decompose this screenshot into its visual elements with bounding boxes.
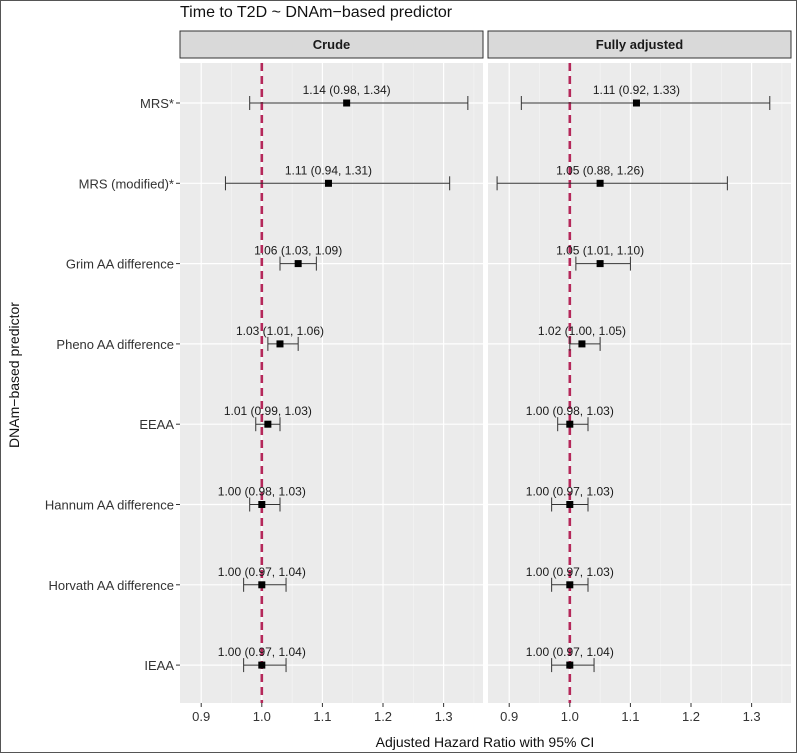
x-tick-label: 1.2 xyxy=(374,709,392,724)
y-tick-label: Grim AA difference xyxy=(66,257,174,272)
y-tick-label: Pheno AA difference xyxy=(56,337,174,352)
x-tick-label: 0.9 xyxy=(192,709,210,724)
data-label: 1.00 (0.97, 1.04) xyxy=(218,565,306,579)
hr-point xyxy=(566,501,574,508)
panel-background xyxy=(488,63,791,703)
hr-point xyxy=(578,340,586,348)
x-tick-label: 1.3 xyxy=(743,709,761,724)
hr-point xyxy=(566,661,574,669)
data-label: 1.06 (1.03, 1.09) xyxy=(254,244,342,258)
data-label: 1.05 (1.01, 1.10) xyxy=(556,244,644,258)
x-tick-label: 1.0 xyxy=(561,709,579,724)
data-label: 1.00 (0.98, 1.03) xyxy=(526,404,614,418)
hr-point xyxy=(566,581,574,589)
hr-point xyxy=(258,581,266,589)
y-tick-label: EEAA xyxy=(139,417,174,432)
hr-point xyxy=(276,340,284,348)
y-tick-label: IEAA xyxy=(144,658,174,673)
data-label: 1.02 (1.00, 1.05) xyxy=(538,324,626,338)
hr-point xyxy=(324,179,332,187)
panel-background xyxy=(180,63,483,703)
x-tick-label: 1.0 xyxy=(253,709,271,724)
hr-point xyxy=(596,260,604,268)
y-tick-label: MRS (modified)* xyxy=(79,176,174,191)
facet-strip xyxy=(179,30,484,59)
hr-point xyxy=(258,661,266,669)
data-label: 1.14 (0.98, 1.34) xyxy=(303,83,391,97)
facet-strip-label: Fully adjusted xyxy=(596,37,683,52)
data-label: 1.00 (0.97, 1.04) xyxy=(218,645,306,659)
data-label: 1.01 (0.99, 1.03) xyxy=(224,404,312,418)
data-label: 1.00 (0.97, 1.03) xyxy=(526,485,614,499)
hr-point xyxy=(294,260,302,268)
x-tick-label: 0.9 xyxy=(500,709,518,724)
x-axis-label: Adjusted Hazard Ratio with 95% CI xyxy=(375,734,595,750)
data-label: 1.00 (0.97, 1.04) xyxy=(526,645,614,659)
hr-point xyxy=(632,99,640,107)
y-tick-label: Horvath AA difference xyxy=(48,578,174,593)
facet-strip-label: Crude xyxy=(313,37,351,52)
panel-crude: Crude 0.9 1.0 1.1 1.2 1.3 1.14 (0.98, 1.34) 1.1… xyxy=(179,30,484,724)
chart-title: Time to T2D ~ DNAm−based predictor xyxy=(180,4,453,21)
data-label: 1.03 (1.01, 1.06) xyxy=(236,324,324,338)
hr-point xyxy=(596,179,604,187)
facet-strip xyxy=(487,30,792,59)
hr-point xyxy=(566,420,574,428)
hr-point xyxy=(258,501,266,508)
y-tick-label: MRS* xyxy=(140,96,174,111)
x-tick-label: 1.1 xyxy=(313,709,331,724)
hr-point xyxy=(264,420,272,428)
data-label: 1.11 (0.92, 1.33) xyxy=(593,83,680,97)
x-tick-label: 1.3 xyxy=(435,709,453,724)
hr-point xyxy=(343,99,351,107)
panel-fully-adjusted: Fully adjusted 0.9 1.0 1.1 1.2 1.3 1.11 (0.92,… xyxy=(487,30,792,724)
data-label: 1.11 (0.94, 1.31) xyxy=(285,163,372,177)
data-label: 1.05 (0.88, 1.26) xyxy=(556,163,644,177)
x-tick-label: 1.2 xyxy=(682,709,700,724)
y-tick-label: Hannum AA difference xyxy=(45,498,174,513)
data-label: 1.00 (0.98, 1.03) xyxy=(218,485,306,499)
x-tick-label: 1.1 xyxy=(621,709,639,724)
data-label: 1.00 (0.97, 1.03) xyxy=(526,565,614,579)
